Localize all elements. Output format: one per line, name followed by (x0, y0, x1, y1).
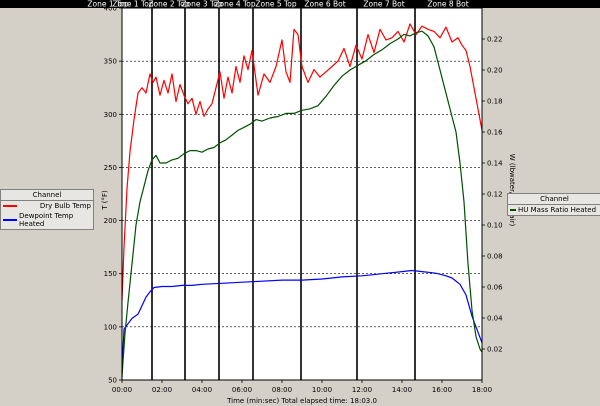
zone-label-1: Zone 1 Top (87, 0, 129, 9)
y-axis-right-title: W (lbwater/lbdry air) (508, 154, 516, 227)
y-left-tick-label-150: 150 (104, 270, 117, 278)
legend-entry-dewpoint[interactable]: Dewpoint Temp Heated (1, 211, 93, 229)
y-left-tick-label-350: 350 (104, 58, 117, 66)
legend-right[interactable]: Channel HU Mass Ratio Heated (507, 193, 600, 216)
legend-label-dewpoint: Dewpoint Temp Heated (19, 212, 74, 228)
y-right-tick-label-0.08: 0.08 (487, 253, 503, 261)
zone-label-4: Zone 3 Top (181, 0, 223, 9)
plot-area (122, 8, 482, 380)
y-left-tick-label-300: 300 (104, 111, 117, 119)
y-left-tick-label-100: 100 (104, 323, 117, 331)
zone-label-2: Zone 1 Top (112, 0, 154, 9)
y-right-tick-label-0.06: 0.06 (487, 284, 503, 292)
y-right-tick-label-0.20: 0.20 (487, 67, 503, 75)
y-right-tick-label-0.16: 0.16 (487, 129, 503, 137)
grid-lines (122, 60, 482, 328)
y-left-tick-label-400: 400 (104, 5, 117, 13)
x-axis-title: Time (min:sec) Total elapsed time: 18:03… (226, 397, 377, 405)
zone-header-bar (0, 0, 600, 8)
legend-right-title: Channel (508, 194, 600, 205)
legend-swatch-dry-bulb (3, 205, 17, 207)
zone-label-7: Zone 6 Bot (304, 0, 345, 9)
x-tick-label-9: 18:00 (472, 386, 492, 394)
legend-swatch-dewpoint (3, 219, 17, 221)
legend-label-dry-bulb: Dry Bulb Temp (39, 202, 91, 210)
y-right-tick-label-0.10: 0.10 (487, 222, 503, 230)
y-right-tick-label-0.12: 0.12 (487, 191, 503, 199)
y-left-tick-label-200: 200 (104, 217, 117, 225)
x-tick-label-3: 06:00 (232, 386, 252, 394)
plot-border (121, 7, 483, 381)
x-tick-label-2: 04:00 (192, 386, 212, 394)
x-tick-label-5: 10:00 (312, 386, 332, 394)
y-right-tick-label-0.22: 0.22 (487, 36, 503, 44)
zone-label-8: Zone 7 Bot (363, 0, 404, 9)
y-right-tick-label-0.18: 0.18 (487, 98, 503, 106)
legend-entry-dry-bulb[interactable]: Dry Bulb Temp (1, 201, 93, 211)
y-right-tick-label-0.14: 0.14 (487, 160, 503, 168)
x-tick-label-0: 00:00 (112, 386, 132, 394)
legend-left[interactable]: Channel Dry Bulb Temp Dewpoint Temp Heat… (0, 189, 94, 230)
x-tick-label-8: 16:00 (432, 386, 452, 394)
x-tick-label-7: 14:00 (392, 386, 412, 394)
y-left-tick-label-250: 250 (104, 164, 117, 172)
zone-label-5: Zone 4 Top (214, 0, 256, 9)
series-line-dewpoint-temp-heated (121, 269, 483, 372)
zone-boundaries (151, 8, 416, 380)
zone-label-3: Zone 2 Top (148, 0, 190, 9)
zone-label-9: Zone 8 Bot (427, 0, 468, 9)
y-left-tick-label-50: 50 (108, 377, 117, 385)
x-tick-label-4: 08:00 (272, 386, 292, 394)
y-right-tick-label-0.04: 0.04 (487, 315, 503, 323)
y-right-tick-label-0.02: 0.02 (487, 346, 503, 354)
x-tick-label-1: 02:00 (152, 386, 172, 394)
zone-label-6: Zone 5 Top (255, 0, 297, 9)
series-line-hu-mass-ratio-heated (121, 30, 483, 377)
x-tick-label-6: 12:00 (352, 386, 372, 394)
legend-left-title: Channel (1, 190, 93, 201)
legend-swatch-hu-mass-ratio (510, 209, 516, 211)
legend-label-hu-mass-ratio: HU Mass Ratio Heated (518, 206, 597, 214)
series-group (121, 23, 483, 377)
y-axis-left-title: T (°F) (101, 190, 109, 211)
legend-entry-hu-mass-ratio[interactable]: HU Mass Ratio Heated (508, 205, 600, 215)
